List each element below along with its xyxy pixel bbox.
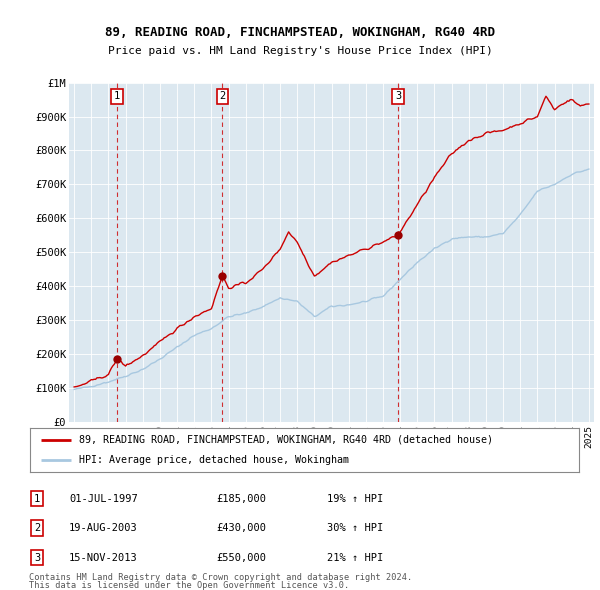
Text: 2: 2	[219, 91, 226, 101]
Text: £185,000: £185,000	[216, 494, 266, 503]
Text: Price paid vs. HM Land Registry's House Price Index (HPI): Price paid vs. HM Land Registry's House …	[107, 47, 493, 56]
Text: 15-NOV-2013: 15-NOV-2013	[69, 553, 138, 562]
Text: £550,000: £550,000	[216, 553, 266, 562]
Text: Contains HM Land Registry data © Crown copyright and database right 2024.: Contains HM Land Registry data © Crown c…	[29, 573, 412, 582]
Text: HPI: Average price, detached house, Wokingham: HPI: Average price, detached house, Woki…	[79, 455, 349, 465]
Text: 3: 3	[34, 553, 40, 562]
Text: 1: 1	[34, 494, 40, 503]
Text: 3: 3	[395, 91, 401, 101]
Text: 30% ↑ HPI: 30% ↑ HPI	[327, 523, 383, 533]
Text: 19% ↑ HPI: 19% ↑ HPI	[327, 494, 383, 503]
Text: 2: 2	[34, 523, 40, 533]
Text: £430,000: £430,000	[216, 523, 266, 533]
Text: 89, READING ROAD, FINCHAMPSTEAD, WOKINGHAM, RG40 4RD: 89, READING ROAD, FINCHAMPSTEAD, WOKINGH…	[105, 26, 495, 39]
Text: 89, READING ROAD, FINCHAMPSTEAD, WOKINGHAM, RG40 4RD (detached house): 89, READING ROAD, FINCHAMPSTEAD, WOKINGH…	[79, 435, 493, 445]
Text: 21% ↑ HPI: 21% ↑ HPI	[327, 553, 383, 562]
Text: This data is licensed under the Open Government Licence v3.0.: This data is licensed under the Open Gov…	[29, 581, 349, 590]
Text: 01-JUL-1997: 01-JUL-1997	[69, 494, 138, 503]
Text: 1: 1	[114, 91, 120, 101]
Text: 19-AUG-2003: 19-AUG-2003	[69, 523, 138, 533]
